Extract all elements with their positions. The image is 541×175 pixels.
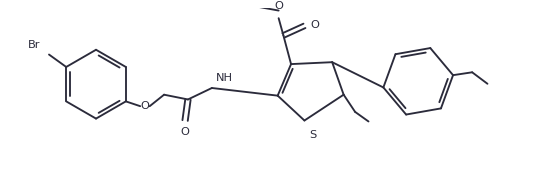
Text: O: O: [310, 20, 319, 30]
Text: O: O: [141, 101, 149, 111]
Text: Br: Br: [28, 40, 41, 50]
Text: S: S: [309, 130, 316, 140]
Text: O: O: [181, 127, 189, 137]
Text: NH: NH: [216, 73, 233, 83]
Text: O: O: [274, 1, 283, 10]
